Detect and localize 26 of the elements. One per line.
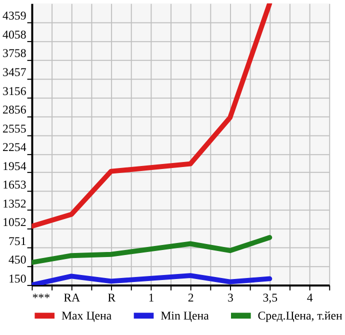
y-tick-label: 3457 (2, 65, 26, 80)
y-tick-label: 2856 (2, 102, 26, 117)
y-tick-label: 450 (8, 252, 26, 267)
y-tick-label: 2555 (2, 121, 26, 136)
x-tick-label: 3 (228, 290, 234, 304)
x-tick-label: R (108, 290, 116, 304)
x-tick-label: RA (64, 290, 81, 304)
y-tick-label: 1653 (2, 178, 26, 192)
y-tick-label: 3758 (2, 46, 26, 60)
x-tick-label: *** (32, 290, 50, 304)
y-tick-label: 150 (8, 271, 26, 286)
legend-label: Сред.Цена, т.йен (258, 308, 344, 323)
legend-label: Max Цена (61, 308, 112, 323)
y-tick-label: 1954 (2, 158, 26, 173)
x-tick-label: 2 (188, 290, 194, 304)
y-tick-label: 751 (8, 234, 26, 248)
y-tick-label: 1352 (2, 196, 26, 210)
y-tick-label: 1052 (2, 215, 26, 230)
y-tick-label: 3156 (2, 84, 26, 98)
y-tick-label: 2254 (2, 140, 26, 154)
x-tick-label: 1 (148, 290, 154, 304)
x-tick-label: 3,5 (262, 290, 278, 304)
y-tick-label: 4058 (2, 28, 26, 42)
y-tick-label: 4359 (2, 8, 26, 23)
legend-label: Min Цена (160, 308, 210, 323)
x-tick-label: 4 (306, 290, 313, 304)
